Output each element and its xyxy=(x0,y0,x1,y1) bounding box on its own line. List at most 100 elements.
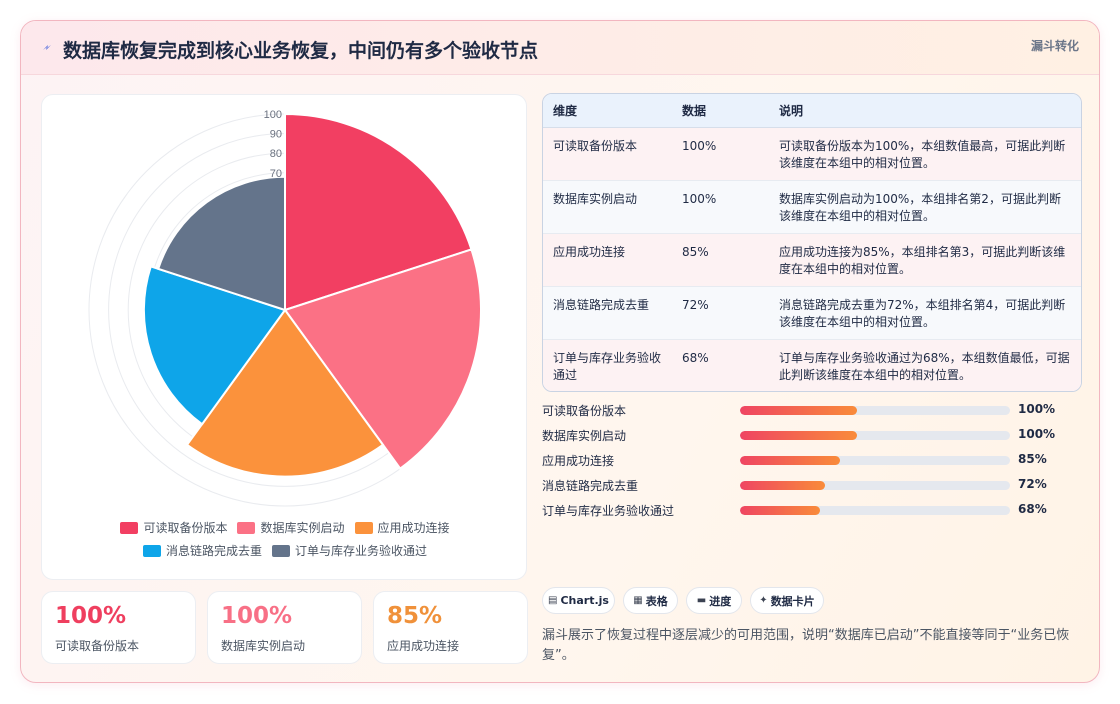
progress-value: 72% xyxy=(1018,477,1047,491)
table-icon: ▦ xyxy=(633,595,643,606)
stat-label: 数据库实例启动 xyxy=(221,639,306,653)
chart-icon: ▤ xyxy=(548,595,558,606)
column-header: 说明 xyxy=(769,94,1081,128)
legend-item[interactable]: 可读取备份版本 xyxy=(120,519,227,536)
cell-dimension: 可读取备份版本 xyxy=(543,126,672,180)
legend-label: 订单与库存业务验收通过 xyxy=(295,544,428,558)
cell-value: 68% xyxy=(672,338,769,391)
cell-value: 72% xyxy=(672,285,769,339)
tag-data-card[interactable]: ✦ 数据卡片 xyxy=(750,587,824,614)
table-row: 可读取备份版本 100% 可读取备份版本为100%，本组数值最高，可据此判断该维… xyxy=(543,126,1081,180)
tag-progress[interactable]: ▬ 进度 xyxy=(686,587,742,614)
cell-description: 应用成功连接为85%，本组排名第3，可据此判断该维度在本组中的相对位置。 xyxy=(769,232,1081,286)
page-title: 数据库恢复完成到核心业务恢复，中间仍有多个验收节点 xyxy=(63,40,539,62)
progress-track xyxy=(740,506,1010,515)
tag-chartjs[interactable]: ▤ Chart.js xyxy=(542,587,615,614)
radial-tick-label: 70 xyxy=(270,168,282,180)
tag-label: 进度 xyxy=(709,594,732,608)
lightning-icon xyxy=(43,45,51,50)
progress-value: 100% xyxy=(1018,427,1056,441)
tag-table[interactable]: ▦ 表格 xyxy=(623,587,678,614)
table-row: 消息链路完成去重 72% 消息链路完成去重为72%，本组排名第4，可据此判断该维… xyxy=(543,285,1081,339)
column-header: 数据 xyxy=(672,94,769,128)
progress-track xyxy=(740,456,1010,465)
table-row: 应用成功连接 85% 应用成功连接为85%，本组排名第3，可据此判断该维度在本组… xyxy=(543,232,1081,286)
progress-track xyxy=(740,431,1010,440)
chart-type-badge: 漏斗转化 xyxy=(1030,39,1079,53)
tag-label: 表格 xyxy=(645,594,668,608)
progress-value: 100% xyxy=(1018,402,1056,416)
progress-label: 数据库实例启动 xyxy=(542,429,627,443)
stat-cards: 100% 可读取备份版本 100% 数据库实例启动 85% 应用成功连接 xyxy=(41,591,528,664)
stat-card: 100% 数据库实例启动 xyxy=(207,591,362,664)
legend-item[interactable]: 消息链路完成去重 xyxy=(142,542,262,559)
legend-swatch xyxy=(120,521,139,534)
progress-fill xyxy=(740,431,858,440)
tag-label: Chart.js xyxy=(560,594,609,607)
cell-value: 100% xyxy=(672,126,769,180)
legend-item[interactable]: 订单与库存业务验收通过 xyxy=(272,542,427,559)
legend-swatch xyxy=(237,521,256,534)
data-table: 维度 数据 说明 可读取备份版本 100% 可读取备份版本为100%，本组数值最… xyxy=(542,93,1082,392)
header: 数据库恢复完成到核心业务恢复，中间仍有多个验收节点 漏斗转化 xyxy=(21,21,1099,75)
report-card: 数据库恢复完成到核心业务恢复，中间仍有多个验收节点 漏斗转化 100 90 80 70… xyxy=(20,20,1100,683)
polar-slice[interactable] xyxy=(185,308,385,478)
stat-value: 100% xyxy=(55,603,127,629)
progress-track xyxy=(740,406,1010,415)
sparkle-icon: ✦ xyxy=(759,595,768,606)
radial-tick-label: 90 xyxy=(270,129,282,141)
polar-slice[interactable] xyxy=(142,265,287,426)
stat-value: 85% xyxy=(387,603,443,629)
table-row: 数据库实例启动 100% 数据库实例启动为100%，本组排名第2，可据此判断该维… xyxy=(543,179,1081,233)
progress-row: 消息链路完成去重 72% xyxy=(542,476,1082,494)
table-header-row: 维度 数据 说明 xyxy=(543,94,1081,128)
progress-fill xyxy=(740,456,840,465)
progress-fill xyxy=(740,506,820,515)
legend-label: 可读取备份版本 xyxy=(143,521,228,535)
cell-value: 100% xyxy=(672,179,769,233)
cell-description: 消息链路完成去重为72%，本组排名第4，可据此判断该维度在本组中的相对位置。 xyxy=(769,285,1081,339)
legend-item[interactable]: 应用成功连接 xyxy=(354,519,450,536)
legend-swatch xyxy=(354,521,373,534)
cell-description: 可读取备份版本为100%，本组数值最高，可据此判断该维度在本组中的相对位置。 xyxy=(769,126,1081,180)
radial-tick-label: 80 xyxy=(270,148,282,160)
chart-panel: 100 90 80 70 可读取备份版本 数据库实例启动 应用成功连接消息链路完成去重 订单… xyxy=(41,94,527,580)
chart-legend: 可读取备份版本 数据库实例启动 应用成功连接消息链路完成去重 订单与库存业务验收通过 xyxy=(42,519,528,559)
progress-fill xyxy=(740,481,825,490)
legend-swatch xyxy=(272,544,290,557)
progress-icon: ▬ xyxy=(696,595,707,606)
polar-slice[interactable] xyxy=(156,175,286,312)
progress-label: 可读取备份版本 xyxy=(542,404,627,418)
stat-label: 可读取备份版本 xyxy=(55,639,140,653)
progress-row: 数据库实例启动 100% xyxy=(542,426,1082,444)
cell-description: 数据库实例启动为100%，本组排名第2，可据此判断该维度在本组中的相对位置。 xyxy=(769,179,1081,233)
column-header: 维度 xyxy=(543,94,672,128)
stat-card: 100% 可读取备份版本 xyxy=(41,591,196,664)
polar-slice[interactable] xyxy=(283,248,482,470)
cell-description: 订单与库存业务验收通过为68%，本组数值最低，可据此判断该维度在本组中的相对位置… xyxy=(769,338,1081,391)
progress-label: 消息链路完成去重 xyxy=(542,479,639,493)
stat-card: 85% 应用成功连接 xyxy=(373,591,528,664)
stat-value: 100% xyxy=(221,603,293,629)
progress-row: 可读取备份版本 100% xyxy=(542,401,1082,419)
legend-label: 应用成功连接 xyxy=(377,521,450,535)
summary-note: 漏斗展示了恢复过程中逐层减少的可用范围，说明“数据库已启动”不能直接等同于“业务… xyxy=(542,628,1070,663)
progress-track xyxy=(740,481,1010,490)
legend-item[interactable]: 数据库实例启动 xyxy=(237,519,345,536)
polar-slice[interactable] xyxy=(284,112,473,312)
cell-dimension: 消息链路完成去重 xyxy=(543,285,672,339)
progress-value: 85% xyxy=(1018,452,1047,466)
stat-label: 应用成功连接 xyxy=(387,639,460,653)
progress-fill xyxy=(740,406,858,415)
cell-value: 85% xyxy=(672,232,769,286)
polar-area-chart: 100 90 80 70 xyxy=(88,109,482,507)
progress-label: 订单与库存业务验收通过 xyxy=(542,504,675,518)
legend-label: 消息链路完成去重 xyxy=(165,544,262,558)
cell-dimension: 订单与库存业务验收通过 xyxy=(543,338,672,391)
progress-label: 应用成功连接 xyxy=(542,454,615,468)
table-row: 订单与库存业务验收通过 68% 订单与库存业务验收通过为68%，本组数值最低，可… xyxy=(543,338,1081,391)
legend-label: 数据库实例启动 xyxy=(260,521,345,535)
progress-row: 应用成功连接 85% xyxy=(542,451,1082,469)
progress-row: 订单与库存业务验收通过 68% xyxy=(542,501,1082,519)
radial-tick-label: 100 xyxy=(264,109,282,121)
